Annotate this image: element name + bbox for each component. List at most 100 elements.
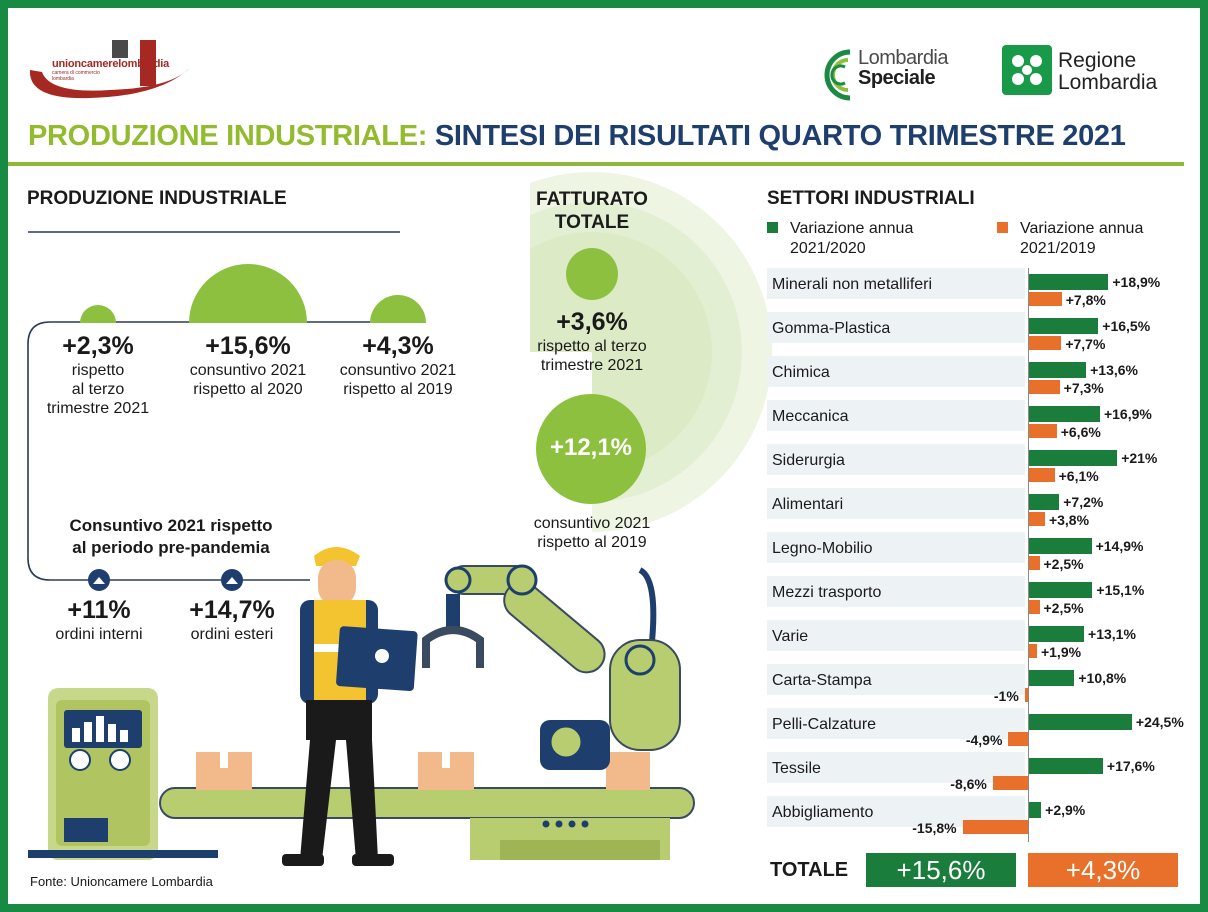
bar-2019 <box>1029 644 1037 658</box>
bar-2020-label: +17,6% <box>1106 758 1155 774</box>
sector-label: Carta-Stampa <box>772 672 872 689</box>
bar-2020-label: +15,1% <box>1096 582 1145 598</box>
sector-row-bg <box>767 708 1025 739</box>
cardboard-box-icon <box>418 752 474 790</box>
bar-2020-label: +10,8% <box>1078 670 1127 686</box>
sector-row-bg <box>767 268 1025 299</box>
fatturato-heading: FATTURATO TOTALE <box>512 188 672 234</box>
order-esteri: +14,7% ordini esteri <box>172 596 292 644</box>
bar-2019 <box>1029 556 1040 570</box>
fatturato-quarter: +3,6% rispetto al terzo trimestre 2021 <box>502 308 682 375</box>
bar-2020-label: +2,9% <box>1045 802 1086 818</box>
bar-2019 <box>992 776 1029 790</box>
order-marker-icon <box>221 569 243 591</box>
sector-row-bg <box>767 488 1025 519</box>
legend-line: Variazione annua <box>790 220 914 237</box>
bar-2020 <box>1029 670 1075 686</box>
bar-2020-label: +7,2% <box>1063 494 1104 510</box>
sector-row-bg <box>767 752 1025 783</box>
legend-swatch-2019 <box>997 222 1008 233</box>
prepandemia-line: Consuntivo 2021 rispetto <box>69 516 273 535</box>
bar-2020 <box>1029 274 1109 290</box>
sector-label: Meccanica <box>772 408 849 425</box>
fatturato-year-value: +12,1% <box>549 434 633 461</box>
fatturato-q-value: +3,6% <box>556 308 628 336</box>
unioncamere-logo-bar <box>140 40 156 86</box>
fatturato-q-desc: rispetto al terzo trimestre 2021 <box>502 337 682 375</box>
bar-2019 <box>1024 688 1029 702</box>
sector-row-bg <box>767 400 1025 431</box>
source-note: Fonte: Unioncamere Lombardia <box>30 874 213 889</box>
fatturato-circle-large <box>536 394 646 504</box>
legend-line: 2021/2020 <box>790 240 866 257</box>
bar-2020 <box>1029 758 1103 774</box>
produzione-value: +2,3% <box>62 332 134 360</box>
bar-2020 <box>1029 626 1085 642</box>
total-label: TOTALE <box>770 859 849 881</box>
desc-line: rispetto al 2019 <box>343 381 453 398</box>
sector-label: Abbigliamento <box>772 804 874 821</box>
fatturato-circle-small <box>566 248 618 300</box>
fatturato-year-desc: consuntivo 2021 rispetto al 2019 <box>502 514 682 552</box>
bar-2020-label: +16,9% <box>1103 406 1152 422</box>
page-title: PRODUZIONE INDUSTRIALE: SINTESI DEI RISU… <box>28 120 1126 153</box>
sector-label: Gomma-Plastica <box>772 320 891 337</box>
bar-2020 <box>1029 538 1092 554</box>
bar-2020-label: +18,9% <box>1112 274 1161 290</box>
bar-2019 <box>1008 732 1029 746</box>
conveyor-belt-illustration <box>159 787 695 860</box>
sector-label: Mezzi trasporto <box>772 584 882 601</box>
sector-label: Tessile <box>772 760 821 777</box>
bar-2020 <box>1029 450 1118 466</box>
bar-2019 <box>1029 468 1055 482</box>
produzione-item-1: +2,3% rispetto al terzo trimestre 2021 <box>38 332 158 418</box>
unioncamere-subtitle: camera di commercio lombardia <box>52 70 100 82</box>
bar-2019-label: +6,1% <box>1058 468 1099 484</box>
legend-label-2019: Variazione annua 2021/2019 <box>1020 219 1143 259</box>
order-interni: +11% ordini interni <box>39 596 159 644</box>
order-desc: ordini esteri <box>190 626 274 643</box>
bar-2020 <box>1029 406 1100 422</box>
produzione-desc: consuntivo 2021 rispetto al 2020 <box>178 361 318 399</box>
prepandemia-line: al periodo pre-pandemia <box>72 538 270 557</box>
bar-2020-label: +13,1% <box>1088 626 1136 642</box>
bar-2019 <box>962 820 1029 834</box>
chart-zero-axis <box>1028 268 1029 842</box>
machine-base <box>28 850 218 858</box>
produzione-value: +15,6% <box>205 332 291 360</box>
unioncamere-wordmark: unioncamerelombardia <box>52 58 170 70</box>
robot-arm-illustration <box>422 564 681 828</box>
cardboard-box-icon <box>606 752 650 790</box>
bar-2020-label: +21% <box>1121 450 1158 466</box>
bar-2020 <box>1029 362 1087 378</box>
desc-line: consuntivo 2021 <box>339 362 457 379</box>
title-divider <box>8 162 1184 166</box>
desc-line: consuntivo 2021 <box>189 362 307 379</box>
bar-2019 <box>1029 512 1045 526</box>
fatturato-glow <box>400 170 772 552</box>
bar-2019-label: -8,6% <box>950 776 987 792</box>
bar-2020 <box>1029 494 1060 510</box>
order-value: +11% <box>67 596 131 624</box>
worker-illustration <box>282 547 418 866</box>
bar-2019-label: +3,8% <box>1048 512 1090 528</box>
settori-heading: SETTORI INDUSTRIALI <box>767 188 975 209</box>
sector-label: Alimentari <box>772 496 844 513</box>
bar-2020 <box>1029 582 1093 598</box>
desc-line: al terzo <box>71 381 125 398</box>
bar-2019-label: -1% <box>993 688 1019 704</box>
bar-2019-label: +1,9% <box>1040 644 1082 660</box>
sector-row-bg <box>767 620 1025 651</box>
bar-2020-label: +13,6% <box>1090 362 1138 378</box>
bar-2019-label: +6,6% <box>1060 424 1101 440</box>
bar-2019-label: +7,8% <box>1065 292 1106 308</box>
bar-2019 <box>1029 600 1040 614</box>
sector-row-bg <box>767 576 1025 607</box>
sector-label: Legno-Mobilio <box>772 540 873 557</box>
title-part1: PRODUZIONE INDUSTRIALE: <box>28 120 428 152</box>
bar-2019-label: -15,8% <box>912 820 957 836</box>
legend-swatch-2020 <box>767 222 778 233</box>
bar-2020 <box>1029 714 1132 730</box>
brand-mid-line2: Speciale <box>858 67 936 89</box>
total-2020-badge: +15,6% <box>866 853 1016 887</box>
